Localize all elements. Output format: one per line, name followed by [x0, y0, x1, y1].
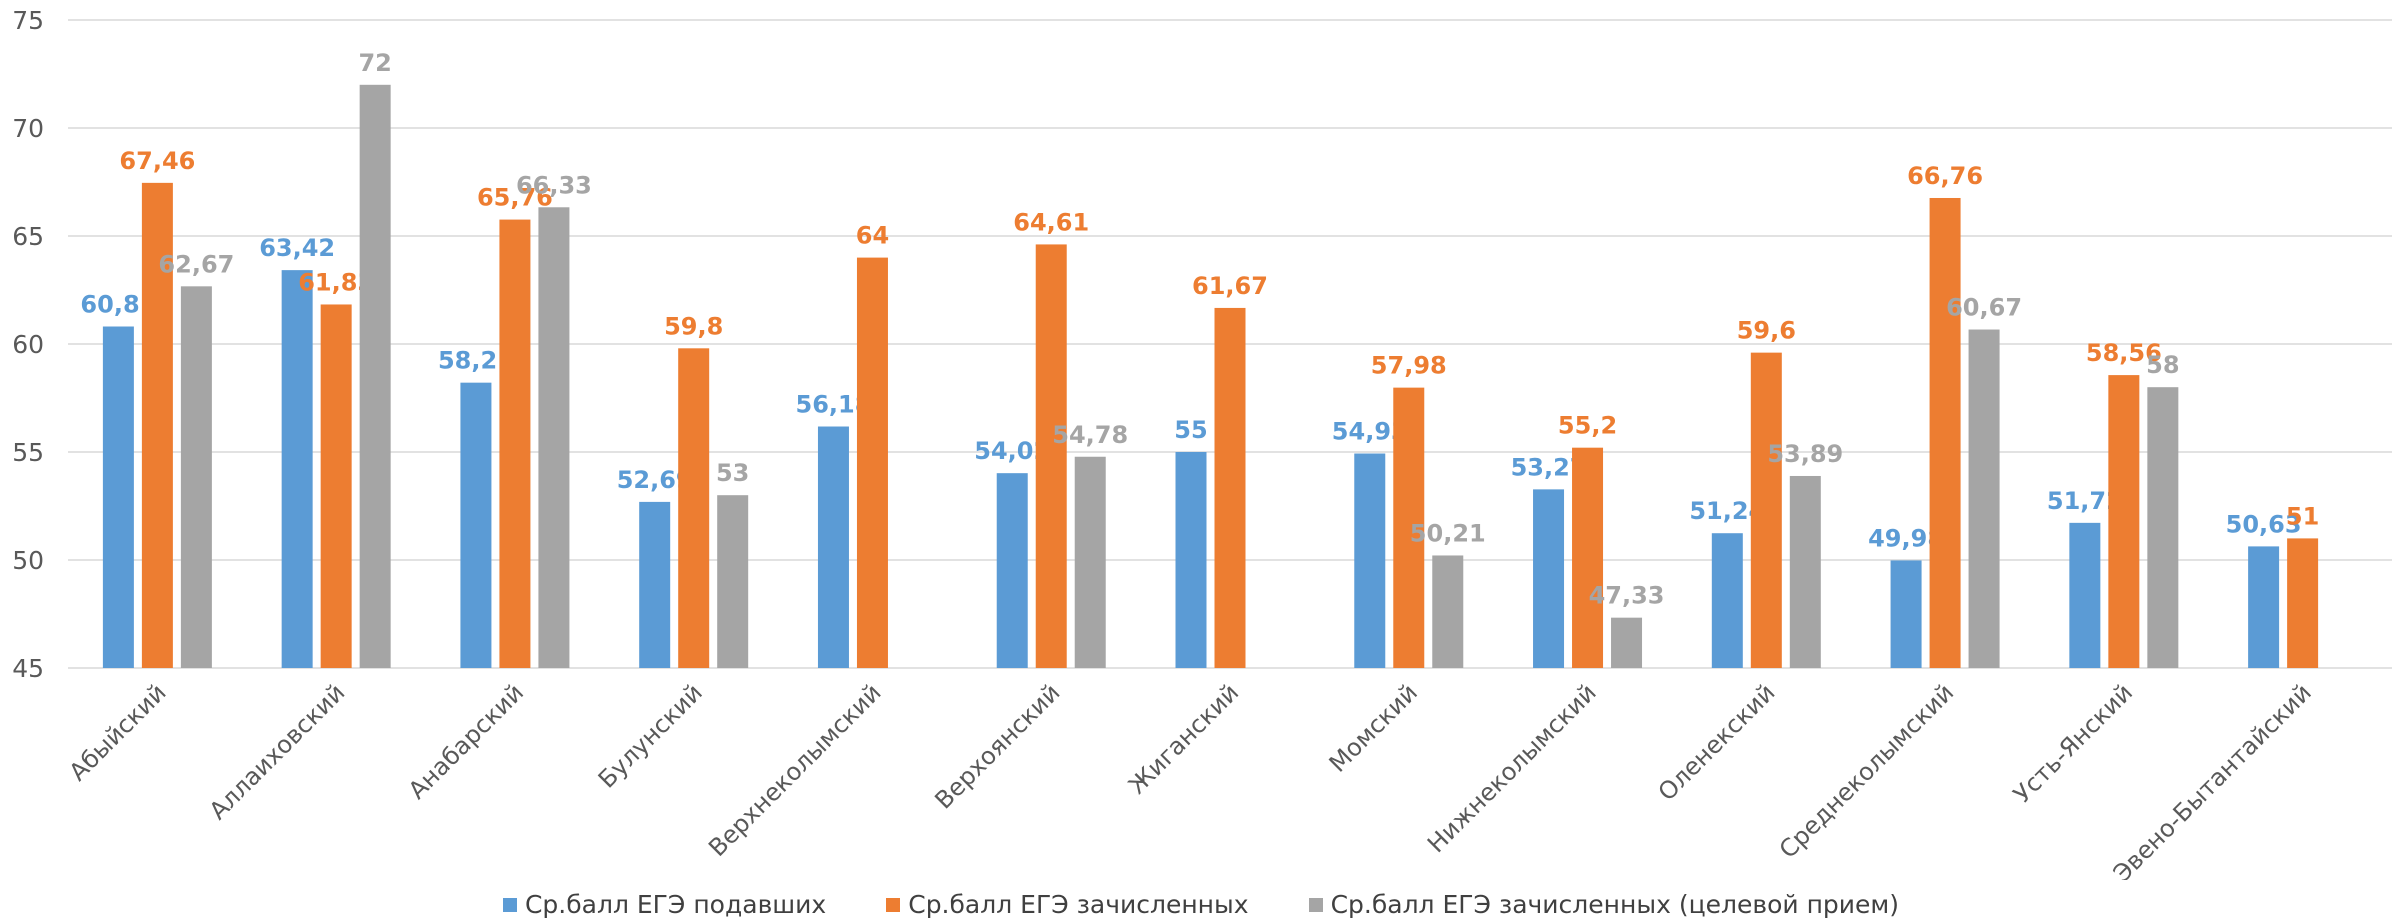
data-label: 58,56	[2086, 339, 2162, 367]
y-tick-label: 60	[12, 330, 44, 359]
legend-swatch-submitted	[502, 897, 517, 912]
data-label: 64	[856, 222, 889, 250]
y-tick-label: 70	[12, 114, 44, 143]
data-label: 65,76	[477, 184, 553, 212]
bar-chart: 4550556065707560,8167,4662,67Абыйский63,…	[12, 6, 2392, 888]
bar-8-0	[1533, 489, 1565, 668]
bar-5-1	[1035, 244, 1067, 668]
bar-3-0	[639, 501, 671, 668]
x-tick-label: Анабарский	[403, 678, 529, 804]
data-label: 53	[716, 459, 749, 487]
legend-label-targeted: Ср.балл ЕГЭ зачисленных (целевой прием)	[1330, 890, 1900, 919]
bar-11-1	[2108, 375, 2140, 668]
bar-10-1	[1929, 197, 1961, 668]
bar-11-0	[2069, 522, 2101, 668]
data-label: 53,89	[1767, 440, 1843, 468]
x-tick-label: Эвено-Бытантайский	[2108, 678, 2317, 880]
data-label: 58	[2146, 351, 2179, 379]
legend-label-submitted: Ср.балл ЕГЭ подавших	[524, 890, 827, 919]
data-label: 59,6	[1737, 317, 1796, 345]
x-tick-label: Среднеколымский	[1774, 678, 1959, 863]
bar-2-1	[499, 219, 531, 669]
bar-0-1	[141, 182, 173, 668]
x-tick-label: Абыйский	[64, 678, 172, 786]
x-tick-label: Нижнеколымский	[1422, 678, 1602, 858]
legend-label-enrolled: Ср.балл ЕГЭ зачисленных	[908, 890, 1249, 919]
bar-7-1	[1393, 387, 1425, 668]
bar-12-0	[2248, 546, 2280, 668]
data-label: 61,67	[1192, 272, 1268, 300]
x-tick-label: Аллаиховский	[204, 678, 351, 825]
y-tick-label: 50	[12, 546, 44, 575]
data-label: 62,67	[158, 250, 234, 278]
y-tick-label: 45	[12, 654, 44, 683]
y-tick-label: 65	[12, 222, 44, 251]
data-label: 55,2	[1558, 412, 1617, 440]
legend-swatch-enrolled	[886, 897, 901, 912]
data-label: 64,61	[1013, 208, 1089, 236]
x-tick-label: Верхоянский	[929, 678, 1065, 814]
bar-1-1	[320, 304, 352, 668]
bar-1-0	[281, 270, 313, 668]
data-label: 66,76	[1907, 162, 1983, 190]
x-tick-label: Булунский	[593, 678, 708, 793]
data-label: 57,98	[1371, 352, 1447, 380]
x-tick-label: Верхнеколымский	[703, 678, 887, 862]
x-tick-label: Оленекский	[1653, 678, 1781, 806]
data-label: 55	[1174, 416, 1207, 444]
bar-8-2	[1611, 617, 1643, 668]
data-label: 50,21	[1410, 519, 1486, 547]
bar-3-2	[717, 495, 749, 668]
data-label: 60,67	[1946, 294, 2022, 322]
x-tick-label: Момский	[1324, 678, 1423, 777]
bar-10-2	[1968, 329, 2000, 668]
legend-item-submitted: Ср.балл ЕГЭ подавших	[502, 890, 827, 919]
x-tick-label: Жиганский	[1123, 678, 1244, 799]
bar-9-0	[1711, 533, 1743, 668]
bar-10-0	[1890, 560, 1922, 668]
bar-2-0	[460, 382, 492, 668]
data-label: 47,33	[1589, 582, 1665, 610]
y-tick-label: 75	[12, 6, 44, 35]
bar-7-0	[1354, 453, 1386, 668]
legend-item-targeted: Ср.балл ЕГЭ зачисленных (целевой прием)	[1308, 890, 1900, 919]
y-tick-label: 55	[12, 438, 44, 467]
data-label: 63,42	[259, 234, 335, 262]
bar-4-0	[817, 426, 849, 668]
bar-6-0	[1175, 452, 1207, 668]
legend-swatch-targeted	[1308, 897, 1323, 912]
bar-2-2	[538, 207, 570, 668]
data-label: 67,46	[119, 147, 195, 175]
bar-4-1	[856, 257, 888, 668]
bar-5-2	[1074, 456, 1106, 668]
bar-0-2	[180, 286, 212, 668]
data-label: 54,78	[1052, 421, 1128, 449]
data-label: 59,8	[664, 312, 723, 340]
bar-6-1	[1214, 307, 1246, 668]
bar-12-1	[2287, 538, 2319, 668]
legend-item-enrolled: Ср.балл ЕГЭ зачисленных	[886, 890, 1249, 919]
bar-5-0	[996, 473, 1028, 668]
bar-11-2	[2147, 387, 2179, 668]
x-tick-label: Усть-Янский	[2008, 678, 2138, 808]
data-label: 50,63	[2226, 510, 2302, 538]
data-label: 66,33	[516, 171, 592, 199]
data-label: 51	[2286, 502, 2319, 530]
bar-7-2	[1432, 555, 1464, 668]
data-label: 72	[358, 49, 391, 77]
bar-9-2	[1789, 475, 1821, 668]
bar-9-1	[1750, 352, 1782, 668]
legend: Ср.балл ЕГЭ подавших Ср.балл ЕГЭ зачисле…	[0, 890, 2402, 919]
bar-1-2	[359, 84, 391, 669]
bar-3-1	[678, 348, 710, 668]
bar-0-0	[102, 326, 134, 668]
bar-8-1	[1572, 447, 1604, 668]
